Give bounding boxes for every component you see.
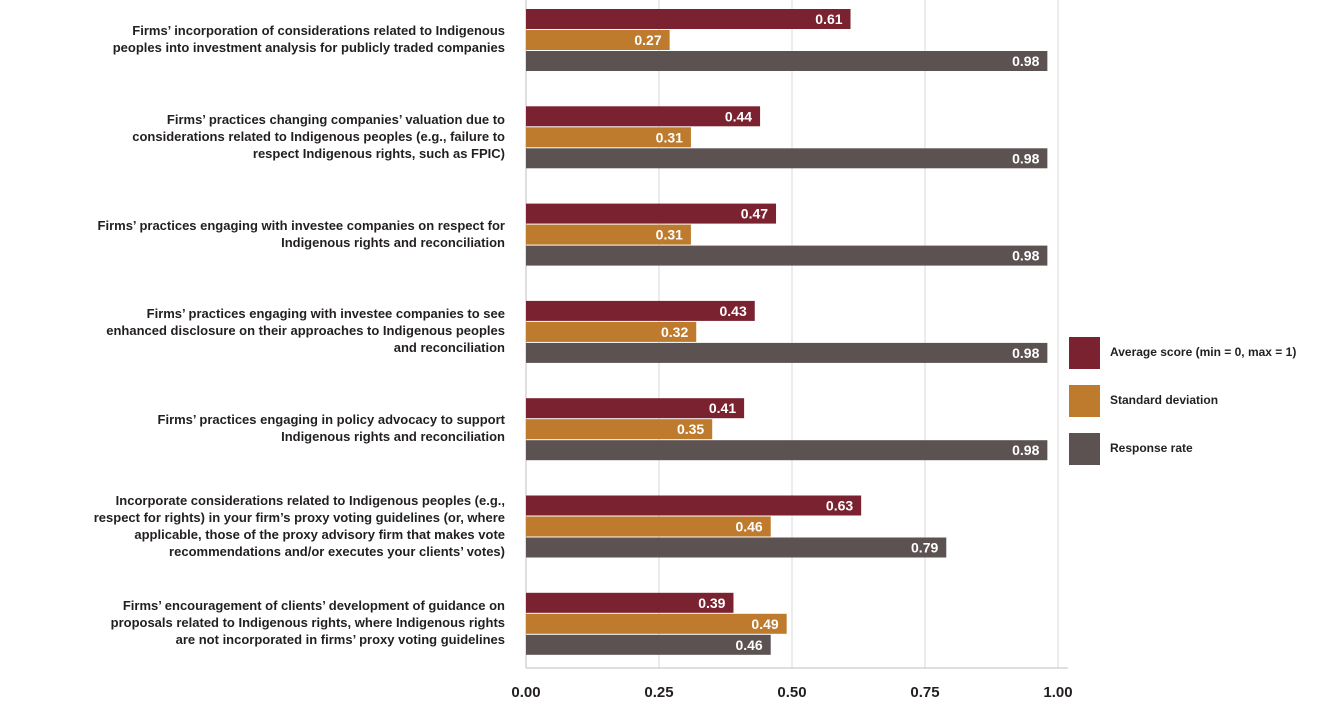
category-label: Firms’ practices engaging in policy advo… (0, 411, 505, 445)
bar-value-label: 0.44 (725, 108, 752, 124)
bar-value-label: 0.98 (1012, 345, 1039, 361)
legend-swatch (1069, 337, 1100, 369)
category-label-line: Indigenous rights and reconciliation (281, 234, 505, 250)
category-label-line: Indigenous rights and reconciliation (281, 429, 505, 445)
legend-item: Standard deviation (1069, 385, 1325, 417)
bar-value-label: 0.32 (661, 324, 688, 340)
bar (526, 398, 745, 419)
category-label-line: peoples into investment analysis for pub… (112, 40, 505, 55)
bar-value-label: 0.98 (1012, 150, 1039, 166)
bar (526, 106, 761, 127)
bar (526, 321, 697, 342)
category-label-line: considerations related to Indigenous peo… (132, 128, 505, 144)
category-label-line: applicable, those of the proxy advisory … (134, 526, 505, 542)
bar (526, 537, 947, 558)
legend-label: Average score (min = 0, max = 1) (1110, 345, 1297, 359)
x-tick-label: 0.25 (644, 684, 673, 701)
legend-item: Response rate (1069, 433, 1325, 465)
bar (526, 592, 734, 613)
category-label: Firms’ encouragement of clients’ develop… (0, 597, 505, 648)
category-label: Firms’ practices engaging with investee … (0, 217, 505, 251)
category-label: Incorporate considerations related to In… (0, 492, 505, 560)
category-label-line: Incorporate considerations related to In… (115, 492, 505, 508)
category-label-line: recommendations and/or executes your cli… (169, 543, 505, 559)
bar (526, 51, 1048, 71)
bar-value-label: 0.49 (751, 616, 778, 632)
category-label-line: are not incorporated in firms’ proxy vot… (175, 632, 505, 648)
legend-item: Average score (min = 0, max = 1) (1069, 337, 1325, 369)
bar-value-label: 0.43 (720, 303, 747, 319)
category-label-line: and reconciliation (393, 340, 505, 356)
category-label-line: Firms’ encouragement of clients’ develop… (122, 598, 505, 614)
bar (526, 224, 691, 245)
legend-label: Standard deviation (1110, 393, 1219, 407)
bar (526, 342, 1048, 363)
bar (526, 495, 862, 516)
x-tick-label: 1.00 (1043, 684, 1072, 701)
category-label-line: Firms’ practices changing companies’ val… (166, 111, 505, 127)
bar-value-label: 0.31 (656, 129, 683, 145)
bar-value-label: 0.61 (815, 11, 842, 27)
bar-value-label: 0.31 (656, 227, 683, 243)
bar (526, 634, 771, 655)
bar (526, 30, 670, 50)
bar-value-label: 0.35 (677, 421, 704, 437)
category-label: Firms’ practices engaging with investee … (0, 305, 505, 356)
bar-value-label: 0.46 (735, 519, 762, 535)
category-label-line: respect for rights) in your firm’s proxy… (93, 509, 505, 525)
bar (526, 419, 713, 440)
category-label-line: Firms’ practices engaging in policy advo… (157, 412, 505, 428)
category-label-line: Firms’ practices engaging with investee … (97, 217, 505, 233)
legend-swatch (1069, 433, 1100, 465)
legend-label: Response rate (1110, 441, 1193, 455)
bar-value-label: 0.63 (826, 498, 853, 514)
bar-value-label: 0.98 (1012, 248, 1039, 264)
bar-value-label: 0.46 (735, 637, 762, 653)
x-tick-label: 0.00 (511, 684, 540, 701)
bar (526, 203, 777, 224)
bar (526, 9, 851, 29)
bar (526, 245, 1048, 266)
bar-value-label: 0.41 (709, 400, 736, 416)
bar (526, 516, 771, 537)
category-label-line: Firms’ incorporation of considerations r… (132, 23, 505, 38)
bar-value-label: 0.79 (911, 540, 938, 556)
bar-value-label: 0.27 (634, 32, 661, 48)
category-label: Firms’ incorporation of considerations r… (0, 22, 505, 56)
legend-swatch (1069, 385, 1100, 417)
x-tick-label: 0.50 (777, 684, 806, 701)
category-label-line: enhanced disclosure on their approaches … (106, 323, 505, 339)
bar-value-label: 0.47 (741, 206, 768, 222)
category-label: Firms’ practices changing companies’ val… (0, 111, 505, 162)
bar (526, 613, 787, 634)
bar-value-label: 0.98 (1012, 53, 1039, 69)
bar (526, 148, 1048, 169)
category-label-line: proposals related to Indigenous rights, … (110, 615, 505, 631)
bar (526, 127, 691, 148)
bar (526, 300, 755, 321)
bar-value-label: 0.39 (698, 595, 725, 611)
bar (526, 440, 1048, 461)
category-label-line: respect Indigenous rights, such as FPIC) (252, 145, 505, 161)
category-label-line: Firms’ practices engaging with investee … (146, 306, 505, 322)
bar-value-label: 0.98 (1012, 442, 1039, 458)
x-tick-label: 0.75 (910, 684, 939, 701)
